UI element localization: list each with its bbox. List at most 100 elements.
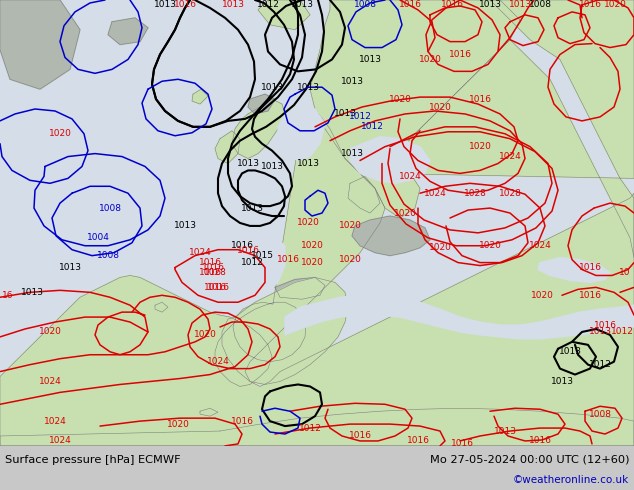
- Text: 16: 16: [3, 291, 14, 300]
- Text: 1012: 1012: [299, 423, 321, 433]
- Text: 1024: 1024: [189, 248, 211, 257]
- Text: 1008: 1008: [98, 203, 122, 213]
- Polygon shape: [352, 216, 430, 256]
- Text: 1016: 1016: [399, 0, 422, 9]
- Text: 1020: 1020: [418, 55, 441, 64]
- Text: 1013: 1013: [174, 221, 197, 230]
- Text: 1016: 1016: [204, 283, 226, 292]
- Text: ©weatheronline.co.uk: ©weatheronline.co.uk: [513, 475, 629, 485]
- Text: 1013: 1013: [479, 0, 501, 9]
- Text: 1016: 1016: [406, 437, 429, 445]
- Text: 1020: 1020: [39, 327, 61, 337]
- Text: 1016: 1016: [198, 268, 221, 277]
- Text: 1013: 1013: [221, 0, 245, 9]
- Text: 1015: 1015: [250, 251, 273, 260]
- Text: 1024: 1024: [498, 152, 521, 161]
- Text: 1016: 1016: [207, 283, 230, 292]
- Text: 1013: 1013: [261, 162, 283, 171]
- Text: 1013: 1013: [261, 83, 283, 92]
- Polygon shape: [0, 408, 634, 446]
- Text: 1013: 1013: [493, 426, 517, 436]
- Polygon shape: [232, 233, 285, 295]
- Text: 1024: 1024: [424, 189, 446, 198]
- Text: 1020: 1020: [429, 102, 451, 112]
- Polygon shape: [310, 0, 520, 218]
- Text: 1013: 1013: [153, 0, 176, 9]
- Polygon shape: [278, 107, 325, 161]
- Text: 1012: 1012: [611, 327, 633, 337]
- Text: 1024: 1024: [399, 172, 422, 181]
- Text: 1016: 1016: [276, 255, 299, 264]
- Polygon shape: [258, 0, 310, 30]
- Text: 1020: 1020: [301, 241, 323, 250]
- Text: 1012: 1012: [588, 360, 611, 369]
- Text: 1013: 1013: [297, 159, 320, 168]
- Text: 1012: 1012: [349, 112, 372, 122]
- Text: 1013: 1013: [340, 149, 363, 158]
- Text: 1016: 1016: [198, 258, 221, 267]
- Polygon shape: [348, 176, 380, 213]
- Text: 1004: 1004: [87, 233, 110, 243]
- Text: 1013: 1013: [20, 288, 44, 297]
- Text: 1020: 1020: [604, 0, 626, 9]
- Polygon shape: [200, 408, 218, 416]
- Polygon shape: [248, 94, 275, 114]
- Text: 1012: 1012: [361, 122, 384, 131]
- Text: 1016: 1016: [448, 50, 472, 59]
- Text: 1016: 1016: [231, 416, 254, 426]
- Polygon shape: [275, 277, 325, 299]
- Polygon shape: [155, 302, 168, 312]
- Text: 1020: 1020: [389, 95, 411, 103]
- Text: 1013: 1013: [297, 83, 320, 92]
- Polygon shape: [192, 89, 208, 104]
- Text: 1024: 1024: [529, 241, 552, 250]
- Text: 1012: 1012: [240, 258, 264, 267]
- Text: 1020: 1020: [339, 255, 361, 264]
- Text: 1016: 1016: [231, 241, 254, 250]
- Text: 1013: 1013: [333, 109, 356, 119]
- Text: 1016: 1016: [174, 0, 197, 9]
- Text: Surface pressure [hPa] ECMWF: Surface pressure [hPa] ECMWF: [5, 455, 181, 465]
- Polygon shape: [285, 295, 634, 339]
- Text: 1020: 1020: [469, 142, 491, 151]
- Text: 1016: 1016: [202, 263, 224, 272]
- Text: 1020: 1020: [167, 419, 190, 429]
- Text: 1016: 1016: [236, 246, 259, 255]
- Text: 1020: 1020: [429, 243, 451, 252]
- Text: 1008: 1008: [588, 410, 612, 418]
- Text: 1020: 1020: [49, 129, 72, 138]
- Text: 1020: 1020: [301, 258, 323, 267]
- Text: Mo 27-05-2024 00:00 UTC (12+60): Mo 27-05-2024 00:00 UTC (12+60): [429, 455, 629, 465]
- Text: 1016: 1016: [578, 0, 602, 9]
- Text: 1028: 1028: [204, 268, 226, 277]
- Text: 1013: 1013: [588, 327, 612, 337]
- Text: 1013: 1013: [559, 347, 581, 356]
- Text: 1016: 1016: [529, 437, 552, 445]
- Text: 1008: 1008: [96, 251, 119, 260]
- Text: 1016: 1016: [349, 432, 372, 441]
- Text: 1020: 1020: [394, 209, 417, 218]
- Polygon shape: [350, 137, 430, 183]
- Polygon shape: [0, 446, 634, 490]
- Text: 1024: 1024: [44, 416, 67, 426]
- Text: 1012: 1012: [257, 0, 280, 9]
- Text: 1028: 1028: [463, 189, 486, 198]
- Polygon shape: [0, 0, 80, 89]
- Text: 1016: 1016: [593, 320, 616, 329]
- Text: 1013: 1013: [240, 203, 264, 213]
- Text: 1024: 1024: [49, 437, 72, 445]
- Text: 1020: 1020: [531, 291, 553, 300]
- Polygon shape: [232, 99, 285, 159]
- Polygon shape: [222, 277, 348, 385]
- Text: 1024: 1024: [39, 377, 61, 386]
- Text: 1013: 1013: [550, 377, 574, 386]
- Text: 1016: 1016: [451, 440, 474, 448]
- Text: 1013: 1013: [508, 0, 531, 9]
- Text: 1016: 1016: [441, 0, 463, 9]
- Text: 1013: 1013: [236, 159, 259, 168]
- Text: 1016: 1016: [469, 95, 491, 103]
- Text: 1020: 1020: [339, 221, 361, 230]
- Text: 1020: 1020: [479, 241, 501, 250]
- Text: 1028: 1028: [498, 189, 521, 198]
- Text: 1008: 1008: [354, 0, 377, 9]
